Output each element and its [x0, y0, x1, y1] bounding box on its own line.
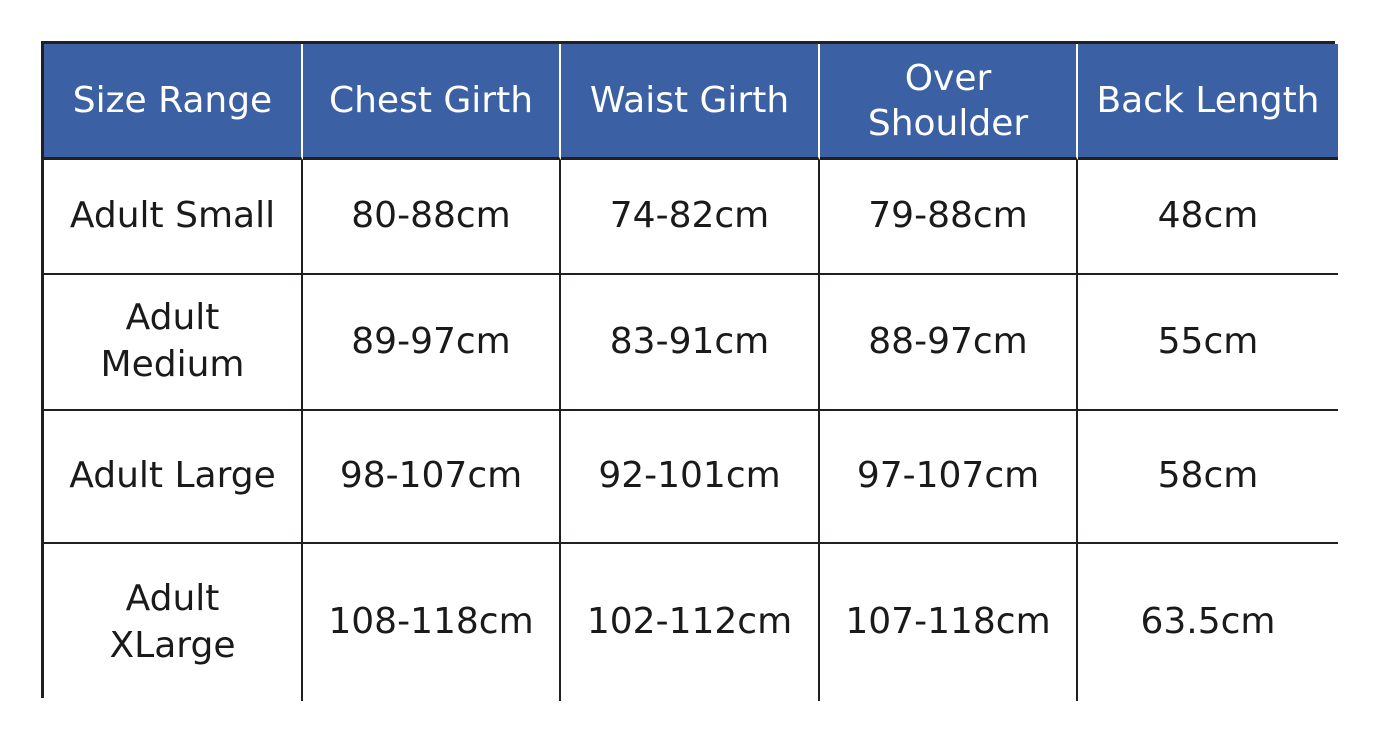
cell-over-shoulder: 88-97cm — [820, 275, 1078, 411]
cell-waist-girth: 92-101cm — [561, 411, 820, 544]
header-back-length: Back Length — [1078, 44, 1338, 160]
cell-size-range: Adult Small — [44, 160, 303, 275]
cell-size-range: Adult Large — [44, 411, 303, 544]
cell-chest-girth: 108-118cm — [303, 544, 561, 701]
cell-back-length: 48cm — [1078, 160, 1338, 275]
header-chest-girth: Chest Girth — [303, 44, 561, 160]
cell-over-shoulder: 107-118cm — [820, 544, 1078, 701]
cell-chest-girth: 80-88cm — [303, 160, 561, 275]
header-waist-girth: Waist Girth — [561, 44, 820, 160]
cell-over-shoulder: 79-88cm — [820, 160, 1078, 275]
cell-chest-girth: 89-97cm — [303, 275, 561, 411]
header-size-range: Size Range — [44, 44, 303, 160]
size-chart-table: Size Range Chest Girth Waist Girth Over Sho… — [41, 41, 1338, 701]
cell-back-length: 58cm — [1078, 411, 1338, 544]
cell-back-length: 55cm — [1078, 275, 1338, 411]
cell-chest-girth: 98-107cm — [303, 411, 561, 544]
cell-over-shoulder: 97-107cm — [820, 411, 1078, 544]
cell-waist-girth: 74-82cm — [561, 160, 820, 275]
cell-back-length: 63.5cm — [1078, 544, 1338, 701]
header-over-shoulder: Over Shoulder — [820, 44, 1078, 160]
cell-size-range: Adult Medium — [44, 275, 303, 411]
cell-size-range: Adult XLarge — [44, 544, 303, 701]
cell-waist-girth: 102-112cm — [561, 544, 820, 701]
cell-waist-girth: 83-91cm — [561, 275, 820, 411]
